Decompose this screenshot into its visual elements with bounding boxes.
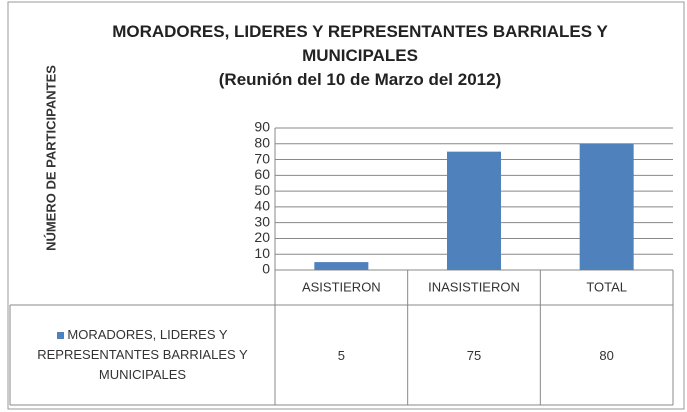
- bar: [447, 151, 501, 270]
- y-axis-label: NÚMERO DE PARTICIPANTES: [43, 65, 58, 251]
- bar: [579, 143, 634, 270]
- chart-subtitle: (Reunión del 10 de Marzo del 2012): [218, 70, 502, 89]
- chart-title: MORADORES, LIDERES Y REPRESENTANTES BARR…: [112, 22, 608, 65]
- x-tick-label: ASISTIERON: [302, 279, 381, 294]
- y-tick-label: 40: [254, 198, 270, 214]
- y-tick-label: 20: [254, 229, 270, 245]
- x-tick-label: INASISTIERON: [428, 279, 520, 294]
- table-value: 5: [337, 347, 345, 363]
- legend-cell: MORADORES, LIDERES Y REPRESENTANTES BARR…: [10, 305, 275, 405]
- bar: [314, 262, 369, 270]
- table-value: 80: [599, 347, 614, 363]
- y-tick-label: 30: [254, 213, 270, 229]
- legend-swatch: [57, 332, 65, 339]
- y-tick-label: 0: [262, 261, 270, 277]
- frame: [7, 1, 685, 410]
- legend-label: MORADORES, LIDERES Y REPRESENTANTES BARR…: [37, 327, 248, 382]
- y-tick-label: 80: [254, 134, 270, 150]
- y-tick-label: 90: [254, 119, 270, 135]
- y-tick-label: 70: [254, 150, 270, 166]
- x-tick-label: TOTAL: [586, 279, 627, 294]
- table-value: 75: [466, 347, 482, 363]
- y-tick-label: 50: [254, 182, 270, 198]
- legend-entry: MORADORES, LIDERES Y REPRESENTANTES BARR…: [10, 325, 275, 385]
- chart-title-block: MORADORES, LIDERES Y REPRESENTANTES BARR…: [70, 20, 650, 92]
- y-tick-label: 60: [254, 166, 270, 182]
- y-tick-label: 10: [254, 245, 270, 261]
